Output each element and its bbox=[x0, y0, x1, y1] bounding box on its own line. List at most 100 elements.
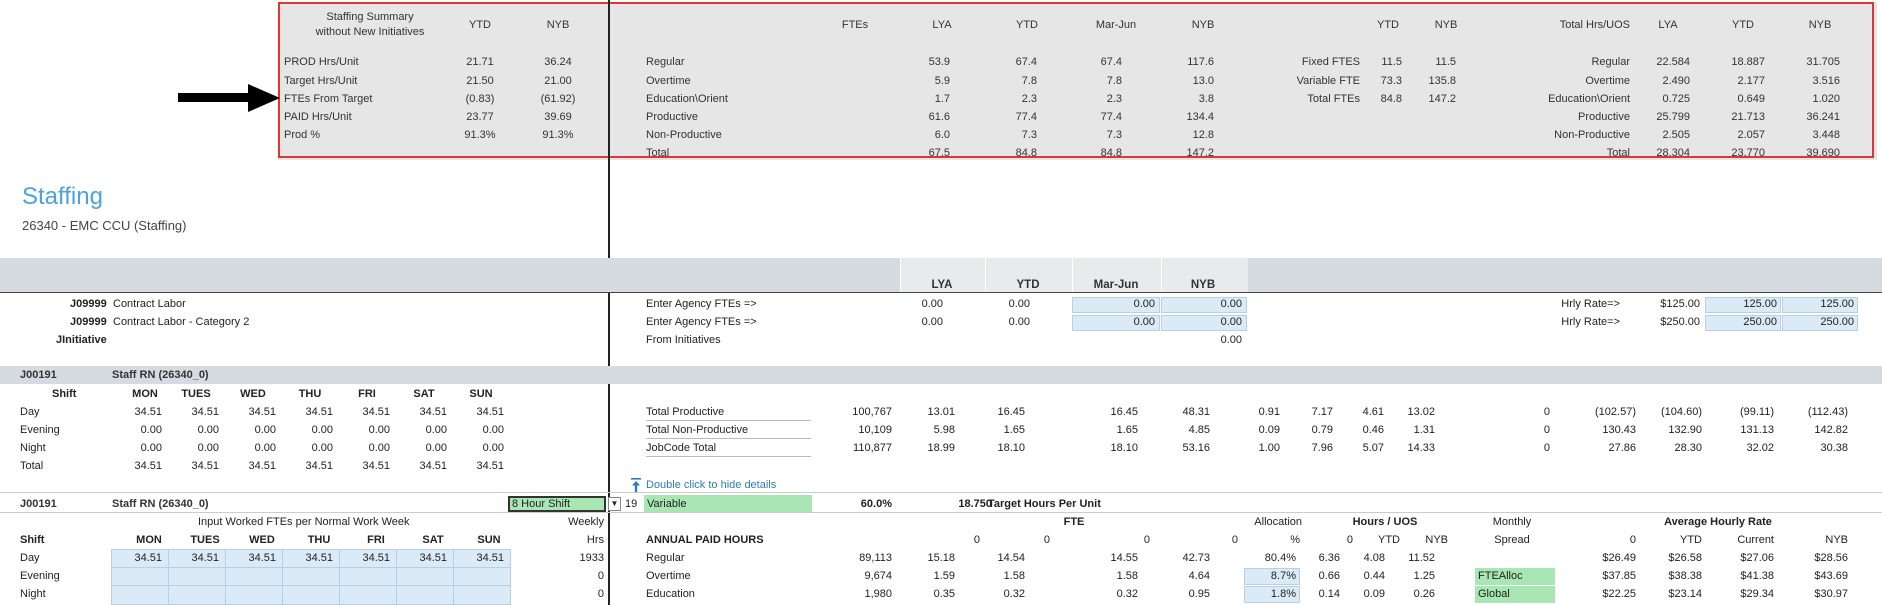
fte-row-label: Overtime bbox=[646, 75, 691, 87]
spread-value: Global bbox=[1478, 588, 1510, 600]
shift-header: Shift bbox=[20, 534, 45, 546]
fte-input-cell[interactable]: 34.51 bbox=[134, 552, 162, 564]
total-val: 142.82 bbox=[1814, 424, 1848, 436]
shift-value: 0.00 bbox=[197, 424, 219, 436]
avg-rate: $30.97 bbox=[1814, 588, 1848, 600]
annual-fte: 14.54 bbox=[997, 552, 1025, 564]
total-val: 0.79 bbox=[1311, 424, 1333, 436]
hours-uos: 0.09 bbox=[1363, 588, 1385, 600]
total-hrs: 100,767 bbox=[852, 406, 892, 418]
agency-fte-input-marjun[interactable] bbox=[1072, 315, 1160, 331]
shift-value: 34.51 bbox=[191, 406, 219, 418]
spread-label: Spread bbox=[1494, 534, 1530, 546]
hide-details-link[interactable]: Double click to hide details bbox=[646, 479, 777, 491]
total-val: 1.31 bbox=[1413, 424, 1435, 436]
hourly-rate-label: Hrly Rate=> bbox=[1561, 316, 1620, 328]
header-cell-ytd bbox=[985, 258, 1072, 293]
spread-select[interactable] bbox=[1475, 568, 1555, 585]
dropdown-arrow-icon[interactable]: ▼ bbox=[608, 497, 621, 511]
grid-line bbox=[282, 549, 283, 605]
allocation-input[interactable] bbox=[1244, 568, 1300, 585]
rate-input-2[interactable] bbox=[1782, 297, 1858, 313]
agency-fte-input-nyb[interactable] bbox=[1161, 297, 1247, 313]
fte-lya: 61.6 bbox=[928, 111, 950, 123]
shift-value: 0.00 bbox=[368, 442, 390, 454]
rate-2: 250.00 bbox=[1820, 316, 1854, 328]
shift-label: Night bbox=[20, 442, 46, 454]
hrsuos-nyb: 3.448 bbox=[1812, 129, 1840, 141]
fte-nyb: 147.2 bbox=[1186, 147, 1214, 159]
shift-value: 0.00 bbox=[140, 442, 162, 454]
fte-input-cell[interactable]: 34.51 bbox=[419, 552, 447, 564]
fte-row-label: Productive bbox=[646, 111, 698, 123]
variable-select[interactable] bbox=[644, 495, 812, 512]
avg-rate: $37.85 bbox=[1602, 570, 1636, 582]
fte-marjun: 77.4 bbox=[1100, 111, 1122, 123]
avg-rate: $27.06 bbox=[1740, 552, 1774, 564]
fte-marjun: 7.8 bbox=[1106, 75, 1122, 87]
hours-sub-header: 0 bbox=[1346, 534, 1353, 546]
day-header: MON bbox=[136, 534, 162, 546]
fixedvar-label: Variable FTE bbox=[1296, 75, 1360, 87]
annual-fte: 0.95 bbox=[1188, 588, 1210, 600]
rate-input-1[interactable] bbox=[1705, 315, 1781, 331]
spread-select[interactable] bbox=[1475, 586, 1555, 603]
fte-input-cell[interactable]: 34.51 bbox=[248, 552, 276, 564]
shift-value: 34.51 bbox=[305, 406, 333, 418]
shift-value: 34.51 bbox=[476, 460, 504, 472]
fte-input-cell[interactable]: 34.51 bbox=[476, 552, 504, 564]
summary-left-nyb: 39.69 bbox=[544, 111, 572, 123]
agency-label: Enter Agency FTEs => bbox=[646, 298, 757, 310]
agency-label: Enter Agency FTEs => bbox=[646, 316, 757, 328]
fte-input-cell[interactable]: 34.51 bbox=[305, 552, 333, 564]
rate-input-1[interactable] bbox=[1705, 297, 1781, 313]
hours-uos: 0.44 bbox=[1363, 570, 1385, 582]
shift-value: 34.51 bbox=[305, 460, 333, 472]
hrsuos-label: Overtime bbox=[1585, 75, 1630, 87]
total-val: 16.45 bbox=[1110, 406, 1138, 418]
hrs-label: Hrs bbox=[586, 534, 604, 546]
shift-value: 0.00 bbox=[254, 424, 276, 436]
target-value: 18.750 bbox=[958, 498, 992, 510]
summary-left-nyb: (61.92) bbox=[540, 93, 576, 105]
fte-nyb: 12.8 bbox=[1192, 129, 1214, 141]
shift-value: 34.51 bbox=[476, 406, 504, 418]
fte-row-label: Regular bbox=[646, 56, 685, 68]
total-val: 0.91 bbox=[1258, 406, 1280, 418]
contract-code: J09999 bbox=[70, 298, 107, 310]
day-header: FRI bbox=[358, 388, 376, 400]
target-label: Target Hours Per Unit bbox=[988, 498, 1101, 510]
spread-value: FTEAlloc bbox=[1478, 570, 1523, 582]
summary-left-nyb: 21.00 bbox=[544, 75, 572, 87]
fte-input-cell[interactable]: 34.51 bbox=[362, 552, 390, 564]
divider bbox=[0, 292, 1882, 293]
allocation-value: 1.8% bbox=[1270, 588, 1296, 600]
day-header: MON bbox=[132, 388, 158, 400]
band-header-nyb: NYB bbox=[1190, 279, 1216, 291]
hrsuos-header: YTD bbox=[1732, 19, 1754, 31]
annual-hrs: 89,113 bbox=[859, 552, 892, 564]
agency-fte-input-marjun[interactable] bbox=[1072, 297, 1160, 313]
shift-value: 0.00 bbox=[425, 424, 447, 436]
hours-uos: 11.52 bbox=[1408, 552, 1435, 564]
rate-2: 125.00 bbox=[1820, 298, 1854, 310]
total-val: 132.90 bbox=[1668, 424, 1702, 436]
rate-sub-header: Current bbox=[1737, 534, 1774, 546]
summary-left-label: PAID Hrs/Unit bbox=[284, 111, 352, 123]
jobcode-name: Staff RN (26340_0) bbox=[112, 369, 209, 381]
collapse-icon[interactable] bbox=[631, 478, 641, 492]
shift-value: 0.00 bbox=[311, 424, 333, 436]
summary-left-label: FTEs From Target bbox=[284, 93, 373, 105]
divider bbox=[646, 438, 811, 439]
agency-fte-input-nyb[interactable] bbox=[1161, 315, 1247, 331]
allocation-input[interactable] bbox=[1244, 586, 1300, 603]
shift-value: 0.00 bbox=[368, 424, 390, 436]
freeze-pane-divider[interactable] bbox=[608, 0, 610, 605]
shift-value: 34.51 bbox=[191, 460, 219, 472]
rate-input-2[interactable] bbox=[1782, 315, 1858, 331]
annual-fte: 15.18 bbox=[927, 552, 955, 564]
shift-type-select[interactable]: 8 Hour Shift bbox=[508, 496, 606, 512]
contract-name: Contract Labor - Category 2 bbox=[113, 316, 250, 328]
fte-lya: 5.9 bbox=[934, 75, 950, 87]
fte-input-cell[interactable]: 34.51 bbox=[191, 552, 219, 564]
